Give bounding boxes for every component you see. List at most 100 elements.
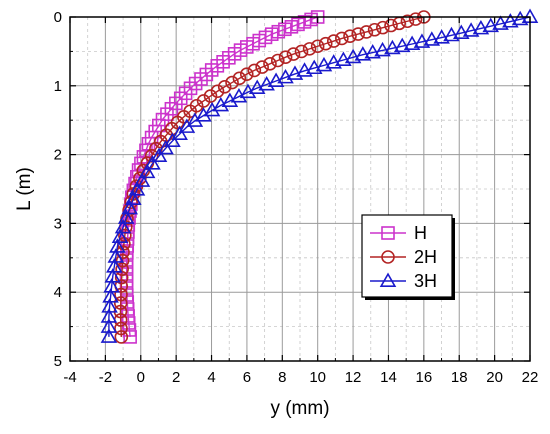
data-point — [326, 34, 341, 48]
data-point — [267, 72, 285, 87]
data-point — [239, 67, 254, 81]
data-point — [125, 190, 142, 206]
data-point — [183, 81, 198, 96]
y-tick-label: 5 — [54, 353, 62, 370]
data-point — [100, 328, 118, 343]
data-point — [114, 218, 132, 234]
series-layer — [100, 8, 539, 344]
data-point — [511, 10, 529, 26]
series-3H — [100, 8, 539, 343]
data-point — [270, 53, 285, 68]
x-tick-label: 4 — [207, 369, 215, 386]
data-point — [173, 91, 188, 106]
data-point — [343, 29, 357, 43]
data-point — [239, 83, 257, 99]
data-point — [113, 296, 128, 310]
data-point — [114, 330, 129, 344]
data-point — [171, 125, 188, 140]
data-point — [315, 56, 333, 72]
data-point — [153, 134, 168, 149]
data-point — [196, 94, 211, 108]
x-axis-ticks: -4 -2 0 2 4 6 8 10 12 14 16 18 20 22 — [63, 17, 538, 386]
data-point — [302, 42, 317, 56]
data-point — [384, 39, 401, 55]
data-point — [354, 46, 372, 61]
y-tick-label: 1 — [54, 78, 62, 95]
x-tick-label: 2 — [172, 369, 180, 386]
data-point — [367, 22, 382, 37]
legend-label: 2H — [414, 247, 437, 267]
x-tick-label: 0 — [137, 369, 145, 386]
data-point — [188, 76, 203, 91]
data-point — [408, 12, 423, 26]
legend-item-2H: 2H — [370, 247, 437, 267]
data-point — [374, 41, 391, 57]
y-tick-label: 3 — [54, 215, 62, 232]
data-point — [117, 209, 135, 224]
data-point — [203, 89, 218, 103]
data-point — [277, 68, 294, 84]
x-tick-label: -4 — [63, 369, 76, 386]
legend-item-3H: 3H — [370, 271, 437, 291]
data-point — [325, 54, 342, 69]
data-point — [376, 20, 390, 35]
data-point — [359, 25, 374, 39]
data-point — [157, 139, 174, 155]
series-2H — [113, 10, 431, 344]
data-point — [115, 262, 129, 276]
data-point — [150, 147, 168, 162]
data-point — [133, 172, 151, 187]
data-point — [318, 36, 333, 51]
data-point — [195, 107, 212, 122]
data-point — [443, 26, 460, 42]
data-point — [502, 13, 519, 28]
data-point — [128, 181, 146, 196]
data-point — [138, 163, 156, 179]
data-point — [121, 199, 139, 215]
data-point — [400, 14, 415, 29]
x-tick-label: -2 — [99, 369, 112, 386]
data-point — [423, 31, 441, 46]
data-point — [472, 19, 490, 35]
data-point — [258, 75, 275, 91]
data-point — [111, 228, 129, 244]
data-point — [186, 112, 204, 127]
legend-marker — [379, 272, 397, 287]
x-tick-label: 14 — [380, 369, 397, 386]
y-axis-ticks: 0 1 2 3 4 5 — [54, 9, 530, 370]
data-point — [217, 79, 232, 94]
data-point — [123, 330, 137, 344]
y-tick-label: 4 — [54, 284, 62, 301]
x-tick-label: 20 — [486, 369, 503, 386]
data-point — [203, 101, 221, 117]
data-point — [286, 65, 304, 80]
legend: H 2H 3H — [361, 214, 455, 300]
y-tick-label: 0 — [54, 9, 62, 26]
data-point — [164, 132, 181, 147]
data-point — [121, 309, 135, 323]
data-point — [230, 88, 248, 103]
legend-label: H — [414, 223, 427, 243]
data-point — [310, 39, 325, 54]
x-axis-title: y (mm) — [270, 398, 329, 419]
legend-box — [361, 214, 453, 298]
data-point — [210, 84, 225, 99]
series-line — [119, 16, 425, 337]
data-point — [305, 59, 323, 75]
x-tick-label: 6 — [243, 369, 251, 386]
data-point — [351, 27, 366, 41]
x-tick-label: 22 — [522, 369, 539, 386]
data-point — [178, 86, 193, 101]
series-line — [125, 16, 318, 337]
data-point — [403, 35, 421, 50]
data-point — [255, 60, 269, 74]
x-tick-label: 16 — [416, 369, 433, 386]
data-point — [212, 96, 230, 112]
data-point — [221, 92, 239, 107]
data-point — [344, 48, 362, 64]
data-point — [393, 37, 411, 53]
data-point — [294, 44, 309, 59]
data-point — [263, 56, 277, 71]
legend-label: 3H — [414, 271, 437, 291]
data-point — [482, 17, 500, 33]
